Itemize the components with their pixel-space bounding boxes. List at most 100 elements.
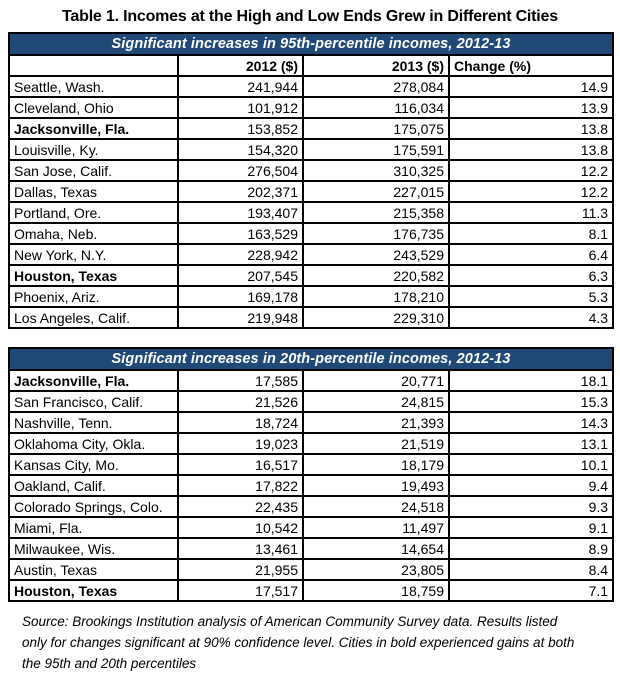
value-2012-cell: 169,178 xyxy=(177,285,304,308)
value-2013-cell: 178,210 xyxy=(302,285,450,308)
city-cell: Miami, Fla. xyxy=(8,516,179,539)
city-cell: New York, N.Y. xyxy=(8,243,179,266)
change-cell: 13.9 xyxy=(447,96,615,119)
value-2013-cell: 24,518 xyxy=(302,495,450,518)
value-2012-cell: 219,948 xyxy=(177,306,304,329)
city-cell: Oakland, Calif. xyxy=(8,474,179,497)
table-20th-percentile: Significant increases in 20th-percentile… xyxy=(7,347,615,602)
value-2013-cell: 116,034 xyxy=(302,96,450,119)
change-cell: 10.1 xyxy=(447,453,615,476)
change-cell: 13.8 xyxy=(447,117,615,140)
column-header-change: Change (%) xyxy=(447,54,615,77)
value-2012-cell: 21,526 xyxy=(177,390,304,413)
table-header-band-row: Significant increases in 20th-percentile… xyxy=(7,347,615,371)
value-2013-cell: 278,084 xyxy=(302,75,450,98)
value-2013-cell: 175,075 xyxy=(302,117,450,140)
value-2012-cell: 202,371 xyxy=(177,180,304,203)
table-row: Louisville, Ky. 154,320 175,591 13.8 xyxy=(8,138,615,161)
table-row: Oakland, Calif. 17,822 19,493 9.4 xyxy=(8,474,615,497)
data-table: Significant increases in 95th-percentile… xyxy=(7,32,615,329)
data-table: Significant increases in 20th-percentile… xyxy=(7,347,615,602)
value-2013-cell: 11,497 xyxy=(302,516,450,539)
city-cell: Louisville, Ky. xyxy=(8,138,179,161)
table-row: Kansas City, Mo. 16,517 18,179 10.1 xyxy=(8,453,615,476)
table-row: Houston, Texas 17,517 18,759 7.1 xyxy=(8,579,615,602)
city-cell: Cleveland, Ohio xyxy=(8,96,179,119)
table-row: Seattle, Wash. 241,944 278,084 14.9 xyxy=(8,75,615,98)
change-cell: 12.2 xyxy=(447,159,615,182)
city-cell: Milwaukee, Wis. xyxy=(8,537,179,560)
city-cell: San Francisco, Calif. xyxy=(8,390,179,413)
table-row: Los Angeles, Calif. 219,948 229,310 4.3 xyxy=(8,306,615,329)
change-cell: 11.3 xyxy=(447,201,615,224)
table-row: Portland, Ore. 193,407 215,358 11.3 xyxy=(8,201,615,224)
value-2013-cell: 21,519 xyxy=(302,432,450,455)
city-cell: Phoenix, Ariz. xyxy=(8,285,179,308)
change-cell: 12.2 xyxy=(447,180,615,203)
city-cell: San Jose, Calif. xyxy=(8,159,179,182)
change-cell: 14.9 xyxy=(447,75,615,98)
table-row: Miami, Fla. 10,542 11,497 9.1 xyxy=(8,516,615,539)
value-2012-cell: 241,944 xyxy=(177,75,304,98)
value-2013-cell: 229,310 xyxy=(302,306,450,329)
value-2013-cell: 176,735 xyxy=(302,222,450,245)
value-2012-cell: 17,822 xyxy=(177,474,304,497)
figure-title: Table 1. Incomes at the High and Low End… xyxy=(62,8,558,25)
table-95th-percentile: Significant increases in 95th-percentile… xyxy=(7,32,615,329)
value-2013-cell: 215,358 xyxy=(302,201,450,224)
city-cell: Oklahoma City, Okla. xyxy=(8,432,179,455)
source-note: Source: Brookings Institution analysis o… xyxy=(22,614,575,671)
table-row: San Francisco, Calif. 21,526 24,815 15.3 xyxy=(8,390,615,413)
value-2013-cell: 175,591 xyxy=(302,138,450,161)
table-header-band: Significant increases in 20th-percentile… xyxy=(7,347,615,371)
value-2012-cell: 17,585 xyxy=(177,369,304,392)
value-2012-cell: 19,023 xyxy=(177,432,304,455)
city-cell: Houston, Texas xyxy=(8,264,179,287)
change-cell: 13.1 xyxy=(447,432,615,455)
value-2013-cell: 23,805 xyxy=(302,558,450,581)
value-2013-cell: 243,529 xyxy=(302,243,450,266)
city-cell: Portland, Ore. xyxy=(8,201,179,224)
table-row: Jacksonville, Fla. 153,852 175,075 13.8 xyxy=(8,117,615,140)
change-cell: 4.3 xyxy=(447,306,615,329)
value-2012-cell: 207,545 xyxy=(177,264,304,287)
column-header-row: 2012 ($) 2013 ($) Change (%) xyxy=(8,54,615,77)
city-cell: Los Angeles, Calif. xyxy=(8,306,179,329)
value-2012-cell: 101,912 xyxy=(177,96,304,119)
value-2013-cell: 310,325 xyxy=(302,159,450,182)
value-2013-cell: 19,493 xyxy=(302,474,450,497)
city-cell: Nashville, Tenn. xyxy=(8,411,179,434)
change-cell: 6.4 xyxy=(447,243,615,266)
table-header-band: Significant increases in 95th-percentile… xyxy=(7,32,615,56)
table-row: Dallas, Texas 202,371 227,015 12.2 xyxy=(8,180,615,203)
table-row: New York, N.Y. 228,942 243,529 6.4 xyxy=(8,243,615,266)
city-cell: Houston, Texas xyxy=(8,579,179,602)
value-2013-cell: 24,815 xyxy=(302,390,450,413)
table-row: Omaha, Neb. 163,529 176,735 8.1 xyxy=(8,222,615,245)
value-2012-cell: 17,517 xyxy=(177,579,304,602)
change-cell: 8.9 xyxy=(447,537,615,560)
city-cell: Jacksonville, Fla. xyxy=(8,369,179,392)
change-cell: 9.3 xyxy=(447,495,615,518)
value-2013-cell: 227,015 xyxy=(302,180,450,203)
city-cell: Seattle, Wash. xyxy=(8,75,179,98)
change-cell: 18.1 xyxy=(447,369,615,392)
city-cell: Colorado Springs, Colo. xyxy=(8,495,179,518)
value-2013-cell: 220,582 xyxy=(302,264,450,287)
table-row: Milwaukee, Wis. 13,461 14,654 8.9 xyxy=(8,537,615,560)
change-cell: 5.3 xyxy=(447,285,615,308)
city-cell: Dallas, Texas xyxy=(8,180,179,203)
value-2012-cell: 276,504 xyxy=(177,159,304,182)
value-2012-cell: 10,542 xyxy=(177,516,304,539)
change-cell: 15.3 xyxy=(447,390,615,413)
value-2012-cell: 13,461 xyxy=(177,537,304,560)
value-2012-cell: 22,435 xyxy=(177,495,304,518)
value-2012-cell: 16,517 xyxy=(177,453,304,476)
value-2013-cell: 14,654 xyxy=(302,537,450,560)
value-2012-cell: 153,852 xyxy=(177,117,304,140)
change-cell: 7.1 xyxy=(447,579,615,602)
change-cell: 6.3 xyxy=(447,264,615,287)
value-2012-cell: 228,942 xyxy=(177,243,304,266)
change-cell: 9.1 xyxy=(447,516,615,539)
table-row: Oklahoma City, Okla. 19,023 21,519 13.1 xyxy=(8,432,615,455)
